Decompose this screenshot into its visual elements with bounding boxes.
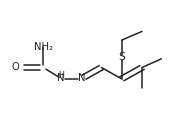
Text: H: H	[58, 71, 64, 80]
Text: O: O	[11, 62, 19, 72]
Text: S: S	[119, 53, 126, 63]
Text: NH₂: NH₂	[34, 42, 53, 52]
Text: N: N	[78, 72, 85, 82]
Text: N: N	[57, 73, 65, 83]
